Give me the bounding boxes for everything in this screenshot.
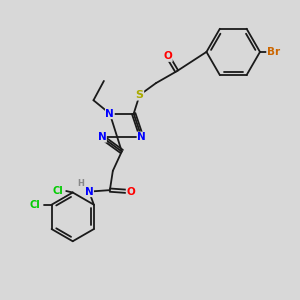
Text: Br: Br	[267, 47, 280, 57]
Text: S: S	[136, 90, 144, 100]
Text: Cl: Cl	[30, 200, 40, 210]
Text: Cl: Cl	[52, 186, 63, 196]
Text: N: N	[106, 109, 114, 118]
Text: N: N	[98, 132, 106, 142]
Text: O: O	[164, 51, 172, 62]
Text: N: N	[137, 132, 146, 142]
Text: N: N	[85, 187, 93, 196]
Text: O: O	[126, 187, 135, 196]
Text: H: H	[77, 179, 84, 188]
